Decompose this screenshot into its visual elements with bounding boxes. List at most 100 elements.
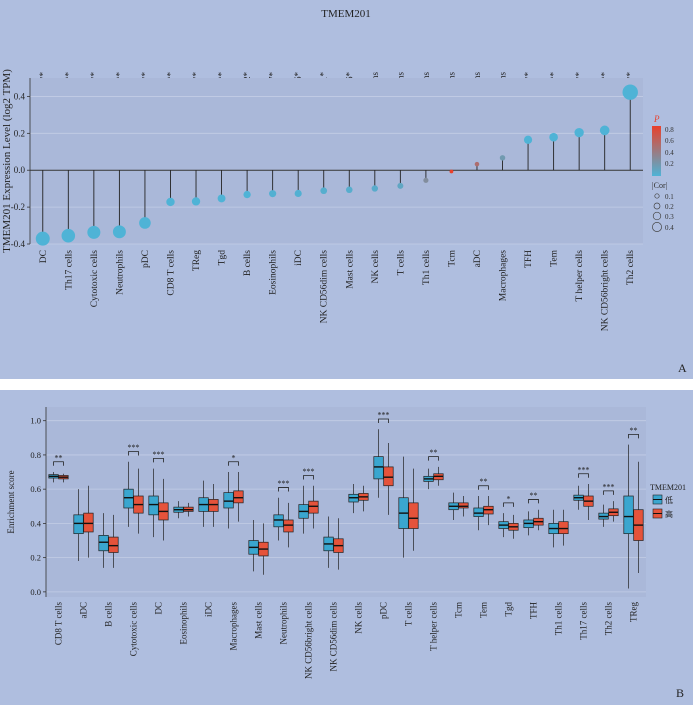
y-tick-label: 0.8 xyxy=(30,450,41,460)
group-legend: TMEM201 低 高 xyxy=(650,483,686,519)
x-tick-label: Tem xyxy=(479,602,489,618)
p-legend-title: P xyxy=(653,114,660,124)
x-tick-label: Tem xyxy=(550,249,560,266)
significance-bracket xyxy=(53,461,64,466)
y-axis-label-a: TMEM201 Expression Level (log2 TPM) xyxy=(1,69,13,253)
significance-label: ** xyxy=(55,453,63,462)
significance-label: *** xyxy=(578,465,590,474)
box-body xyxy=(458,502,469,509)
y-tick-label: 0.2 xyxy=(30,553,41,563)
y-tick-label: 0.4 xyxy=(14,91,26,101)
box-body xyxy=(283,519,294,533)
y-tick-label: 0.4 xyxy=(30,518,41,528)
x-tick-label: Tcm xyxy=(454,602,464,618)
box-body xyxy=(383,466,394,487)
x-tick-label: B cells xyxy=(104,602,114,627)
x-tick-label: NK cells xyxy=(371,250,381,284)
y-tick-label: -0.4 xyxy=(11,239,26,249)
lollipop-point xyxy=(345,186,353,194)
lollipop-marks xyxy=(35,84,638,246)
significance-bracket xyxy=(278,487,289,492)
x-tick-label: Macrophages xyxy=(229,602,239,651)
x-tick-label: Th2 cells xyxy=(604,602,614,636)
y-tick-label: 0.2 xyxy=(14,128,25,138)
x-tick-label: Mast cells xyxy=(345,250,355,289)
lollipop-point xyxy=(549,132,558,142)
lollipop-point xyxy=(217,194,226,203)
plot-area-a xyxy=(30,78,643,244)
box-body xyxy=(73,514,84,535)
box-body xyxy=(98,535,109,552)
x-tick-label: TReg xyxy=(629,602,639,622)
x-tick-labels-a: DC Th17 cells Cytotoxic cells Neutrophils pD… xyxy=(39,249,636,331)
box-body xyxy=(623,495,634,535)
cor-legend-label: 0.3 xyxy=(665,213,674,221)
p-legend-colorbar xyxy=(652,126,661,176)
x-tick-label: NK CD56bright cells xyxy=(601,250,611,332)
cor-legend: |Cor| 0.1 0.2 0.3 0.4 xyxy=(652,181,674,232)
lollipop-point xyxy=(397,182,404,189)
box-marks xyxy=(48,429,644,589)
significance-bracket xyxy=(628,433,639,439)
significance-brackets: ******** *************** ********** xyxy=(53,410,639,507)
x-tick-label: pDC xyxy=(141,250,151,268)
y-tick-label: 1.0 xyxy=(30,416,41,426)
x-tick-label: iDC xyxy=(294,250,304,266)
x-tick-label: CD8 T cells xyxy=(54,602,64,646)
box-body xyxy=(408,502,419,529)
significance-label: ** xyxy=(530,491,538,500)
p-legend-tick: 0.6 xyxy=(665,137,674,145)
group-legend-title: TMEM201 xyxy=(650,483,686,492)
significance-bracket xyxy=(378,418,389,423)
box-body xyxy=(558,521,569,535)
y-axis-b: 0.0 0.2 0.4 0.6 0.8 1.0 xyxy=(30,407,47,597)
x-tick-label: Th17 cells xyxy=(64,250,74,290)
cor-legend-label: 0.1 xyxy=(665,193,674,201)
box-body xyxy=(123,488,134,509)
x-tick-label: Tgd xyxy=(504,602,514,617)
x-tick-label: T helper cells xyxy=(575,250,585,302)
box-body xyxy=(273,514,284,528)
lollipop-point xyxy=(269,190,277,198)
cor-legend-symbol xyxy=(654,193,660,199)
x-tick-label: Cytotoxic cells xyxy=(129,602,139,657)
p-legend-tick: 0.8 xyxy=(665,126,674,134)
significance-label: *** xyxy=(603,482,615,491)
lollipop-point xyxy=(423,177,429,183)
significance-label: ** xyxy=(430,448,438,457)
x-tick-label: Th2 cells xyxy=(626,250,636,285)
x-tick-label: Th1 cells xyxy=(422,250,432,285)
cor-legend-label: 0.2 xyxy=(665,203,674,211)
significance-label: *** xyxy=(303,467,315,476)
x-tick-label: Th17 cells xyxy=(579,602,589,640)
y-tick-label: 0.0 xyxy=(14,165,26,175)
x-tick-label: Mast cells xyxy=(254,602,264,639)
significance-bracket xyxy=(578,473,589,478)
lollipop-point xyxy=(294,189,302,198)
x-tick-label: DC xyxy=(154,602,164,615)
lollipop-point xyxy=(166,197,175,207)
panel-separator xyxy=(0,379,693,390)
significance-bracket xyxy=(128,451,139,456)
x-tick-label: Macrophages xyxy=(499,250,509,301)
y-axis-a: -0.4 -0.2 0.0 0.2 0.4 xyxy=(11,78,31,249)
p-legend-tick: 0.2 xyxy=(665,160,674,168)
significance-bracket xyxy=(478,485,489,490)
significance-bracket xyxy=(303,475,314,480)
x-tick-label: iDC xyxy=(204,602,214,617)
x-tick-label: T cells xyxy=(396,250,406,276)
lollipop-point xyxy=(243,190,251,199)
x-tick-label: DC xyxy=(39,250,49,263)
panel-b-label: B xyxy=(676,686,684,700)
cor-legend-symbol xyxy=(652,222,662,232)
box-body xyxy=(108,536,119,553)
significance-label: *** xyxy=(278,479,290,488)
x-tick-label: TFH xyxy=(529,602,539,620)
significance-label: ** xyxy=(630,426,638,435)
significance-label: ** xyxy=(480,477,488,486)
lollipop-point xyxy=(449,169,454,174)
box-body xyxy=(308,500,319,514)
y-axis-label-b: Enrichment score xyxy=(6,470,16,533)
lollipop-point xyxy=(499,155,506,161)
